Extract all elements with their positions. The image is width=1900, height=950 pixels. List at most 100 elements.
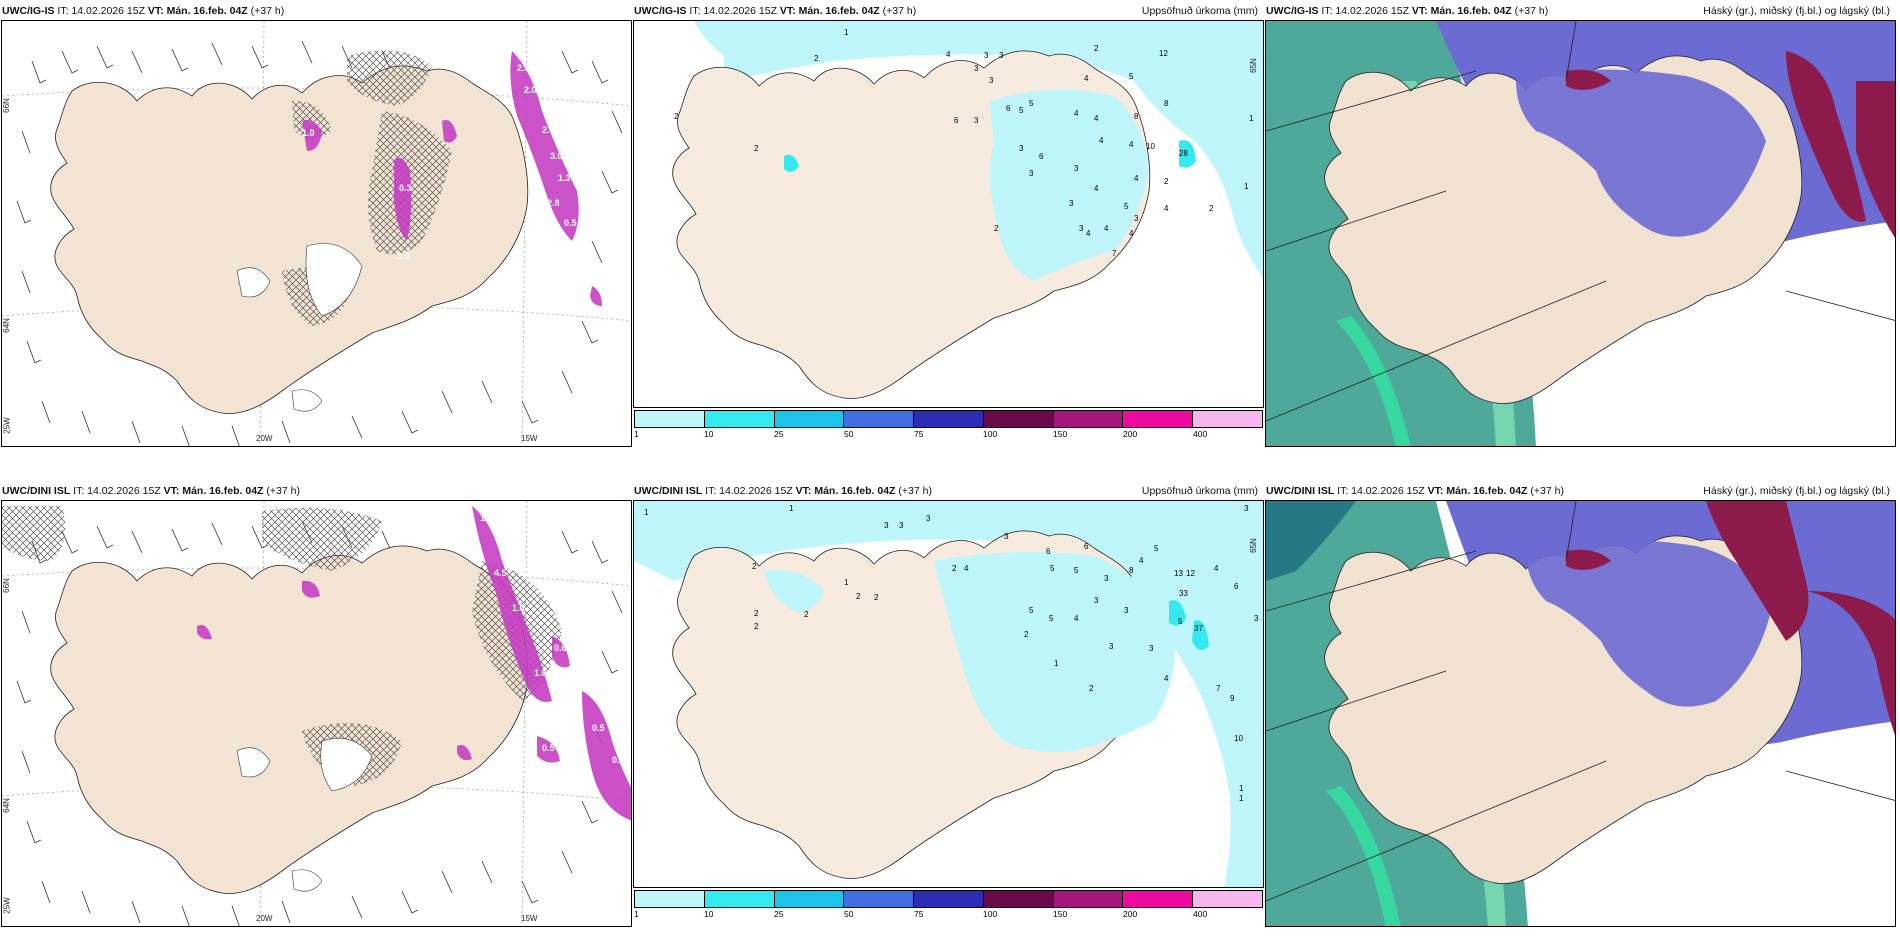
svg-text:4.5: 4.5 [494,568,507,578]
model-name: UWC/IG-IS [634,5,687,17]
svg-text:2: 2 [1164,177,1169,186]
mid-cloud-area [1706,501,1809,641]
svg-text:4: 4 [1164,204,1169,213]
svg-text:1: 1 [844,28,849,37]
init-time: IT: 14.02.2026 15Z [1321,5,1409,17]
svg-text:2: 2 [994,224,999,233]
colorbar-tick: 10 [704,429,714,439]
iceland-land [50,65,529,415]
colorbar-swatch [914,891,984,907]
svg-text:4: 4 [1139,556,1144,565]
precip-west-area [764,570,824,612]
colorbar-swatch [704,891,775,907]
model-name: UWC/DINI ISL [634,485,703,497]
wind-map[interactable]: 1.5 4.5 1.0 0.6 1.6 0.5 0.5 0.6 66N 64N … [1,500,632,927]
colorbar-swatch [635,891,705,907]
precip-land-area [989,89,1149,281]
svg-text:2.8: 2.8 [547,198,560,208]
lat-label: 65N [1248,538,1258,553]
lat-label: 64N [1,318,11,333]
svg-text:3: 3 [974,64,979,73]
panel-header: UWC/IG-IS IT: 14.02.2026 15Z VT: Mán. 16… [1,4,632,22]
svg-text:4: 4 [1084,74,1089,83]
svg-text:4: 4 [1134,174,1139,183]
lon-label-20w: 20W [256,914,273,923]
svg-text:2: 2 [1209,204,1214,213]
svg-text:5: 5 [1029,99,1034,108]
svg-text:0.3: 0.3 [399,183,412,193]
panel-clouds-ig-is: UWC/IG-IS IT: 14.02.2026 15Z VT: Mán. 16… [1265,0,1896,448]
white-patches [236,243,363,412]
svg-text:0.5: 0.5 [542,743,555,753]
panel-header: UWC/DINI ISL IT: 14.02.2026 15Z VT: Mán.… [633,484,1264,502]
lon-label-20w: 20W [256,434,273,443]
panel-title: Háský (gr.), miðský (fj.bl.) og lágský (… [1703,485,1890,497]
colorbar [634,890,1263,908]
svg-text:3: 3 [1019,144,1024,153]
colorbar-tick: 200 [1123,909,1138,919]
svg-text:3: 3 [1134,214,1139,223]
lead-time: (+37 h) [1530,485,1564,497]
svg-text:1: 1 [1054,659,1059,668]
svg-text:5: 5 [1029,606,1034,615]
cloud-map[interactable] [1265,20,1896,447]
mid-cloud-area [1786,51,1866,222]
snow-value-labels: 2.6 3.0 1.3 2.8 0.5 1.0 0.3 2.6 2.0 3.9 [302,63,577,261]
svg-text:33: 33 [1179,589,1188,598]
snow-value-labels: 1.5 4.5 1.0 0.6 1.6 0.5 0.5 0.6 [480,513,625,765]
lead-time: (+37 h) [1514,5,1549,17]
svg-text:4: 4 [964,564,969,573]
svg-text:3: 3 [926,514,931,523]
valid-time-label: VT: [795,485,812,497]
valid-time-label: VT: [163,485,180,497]
svg-text:2: 2 [804,610,809,619]
svg-text:0.5: 0.5 [592,723,605,733]
lon-label-15w: 15W [521,914,538,923]
wind-map[interactable]: 2.6 3.0 1.3 2.8 0.5 1.0 0.3 2.6 2.0 3.9 … [1,20,632,447]
svg-text:1: 1 [1239,784,1244,793]
valid-time: Mán. 16.feb. 04Z [1430,5,1512,17]
valid-time: Mán. 16.feb. 04Z [814,485,896,497]
snow-regions [302,51,602,306]
svg-text:1: 1 [1244,182,1249,191]
panel-wind-dini: UWC/DINI ISL IT: 14.02.2026 15Z VT: Mán.… [1,480,632,928]
precip-map-graphic: 1 1 3 3 3 3 2 2 4 3 2 6 5 13 12 4 5 5 3 … [634,501,1263,887]
valid-time: Mán. 16.feb. 04Z [166,5,248,17]
panel-precip-ig-is: UWC/IG-IS IT: 14.02.2026 15Z VT: Mán. 16… [633,0,1264,448]
colorbar-ticks: 1 10 25 50 75 100 150 200 400 [634,909,1263,921]
lead-time: (+37 h) [882,5,917,17]
precip-hotspot [784,154,799,172]
svg-text:4: 4 [1074,614,1079,623]
model-name: UWC/DINI ISL [1266,485,1335,497]
colorbar-swatch [983,411,1054,427]
colorbar-tick: 50 [844,429,854,439]
svg-text:2: 2 [674,112,679,121]
model-name: UWC/IG-IS [2,5,55,17]
colorbar-tick: 400 [1193,429,1208,439]
svg-text:3: 3 [1079,224,1084,233]
model-name: UWC/IG-IS [1266,5,1319,17]
valid-time: Mán. 16.feb. 04Z [1446,485,1528,497]
svg-text:3: 3 [1124,606,1129,615]
svg-text:1.0: 1.0 [512,603,525,613]
svg-text:10: 10 [1234,734,1243,743]
svg-text:5: 5 [1124,202,1129,211]
colorbar-tick: 150 [1053,429,1068,439]
svg-text:4: 4 [1074,109,1079,118]
lead-time: (+37 h) [250,5,285,17]
precip-land-area [934,552,1175,753]
colorbar-swatch [774,891,845,907]
cloud-map-graphic [1266,21,1895,446]
lat-label: 64N [1,798,11,813]
precip-values: 1 1 3 3 3 3 2 2 4 3 2 6 5 13 12 4 5 5 3 … [644,504,1259,803]
precip-map[interactable]: 1 2 4 3 3 2 5 4 12 3 3 5 4 6 5 8 4 8 1 6 [633,20,1264,408]
svg-text:0.6: 0.6 [554,643,567,653]
border-lines [1266,21,1895,422]
svg-text:5: 5 [1019,106,1024,115]
low-cloud-band [1336,316,1411,446]
init-time: IT: 14.02.2026 15Z [57,5,145,17]
svg-text:3.0: 3.0 [550,151,563,161]
iceland-land [50,545,529,895]
cloud-map[interactable] [1265,500,1896,927]
precip-map[interactable]: 1 1 3 3 3 3 2 2 4 3 2 6 5 13 12 4 5 5 3 … [633,500,1264,888]
